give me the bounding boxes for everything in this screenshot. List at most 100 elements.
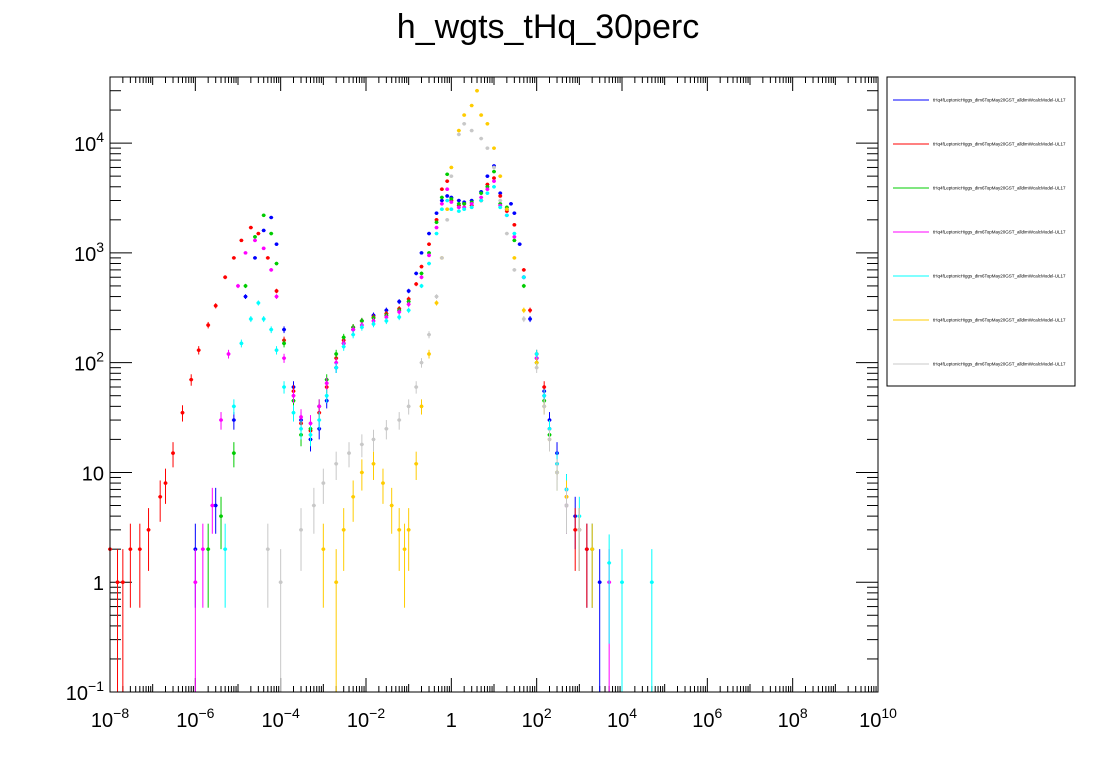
legend-label: tHq4fLeptonicHiggs_dim6TopMay20GST_alldi…: [933, 318, 1066, 323]
legend-label: tHq4fLeptonicHiggs_dim6TopMay20GST_alldi…: [933, 230, 1066, 235]
data-point: [445, 207, 449, 211]
data-point: [261, 317, 266, 321]
data-point: [371, 437, 376, 442]
data-point: [479, 191, 483, 195]
y-tick-label: 103: [74, 239, 104, 266]
data-point: [128, 547, 133, 551]
data-point: [210, 503, 215, 508]
data-point: [445, 187, 449, 192]
data-point: [449, 200, 454, 204]
data-point: [485, 146, 490, 150]
data-point: [445, 172, 449, 177]
data-point: [414, 271, 418, 276]
data-point: [253, 256, 257, 260]
data-point: [269, 231, 274, 236]
data-point: [434, 225, 439, 230]
data-point: [299, 415, 303, 419]
data-series: [206, 169, 595, 608]
legend-label: tHq4fLeptonicHiggs_dim6TopMay20GST_alldi…: [933, 98, 1066, 103]
data-point: [397, 418, 402, 422]
data-point: [534, 360, 539, 365]
legend-label: tHq4fLeptonicHiggs_dim6TopMay20GST_alldi…: [933, 274, 1066, 279]
data-point: [414, 282, 418, 286]
data-point: [505, 231, 509, 236]
data-point: [261, 246, 266, 251]
data-point: [384, 315, 389, 319]
data-point: [457, 205, 461, 210]
data-point: [334, 580, 338, 585]
data-point: [193, 580, 198, 585]
x-axis-tick-labels: 10−8 10−6 10−4 10−2 1 102 104 106 108 1010: [91, 705, 897, 732]
data-point: [334, 360, 338, 365]
data-point: [360, 470, 364, 475]
data-point: [528, 308, 532, 313]
data-point: [434, 301, 439, 305]
x-tick-label: 10−6: [176, 705, 214, 732]
data-point: [269, 215, 274, 220]
data-point: [498, 205, 503, 210]
data-point: [414, 461, 418, 466]
data-point: [239, 341, 244, 346]
data-point: [334, 461, 338, 466]
data-point: [223, 275, 227, 280]
data-point: [351, 332, 355, 337]
data-point: [457, 198, 461, 203]
data-point: [189, 377, 193, 382]
data-point: [479, 195, 483, 200]
data-point: [219, 418, 223, 422]
data-point: [249, 225, 253, 230]
data-point: [462, 113, 466, 117]
data-point: [462, 121, 466, 126]
data-point: [498, 174, 503, 178]
data-point: [180, 410, 185, 415]
data-point: [498, 191, 503, 195]
data-point: [384, 319, 389, 323]
data-point: [492, 169, 496, 174]
x-tick-label: 10−8: [91, 705, 129, 732]
data-point: [449, 207, 454, 211]
data-point: [249, 317, 253, 321]
data-point: [312, 503, 316, 508]
data-point: [341, 335, 346, 340]
data-point: [406, 528, 411, 532]
axis-ticks: [109, 76, 879, 693]
data-point: [274, 242, 279, 246]
data-point: [457, 132, 461, 137]
data-point: [308, 421, 313, 426]
x-tick-label: 10−4: [262, 705, 300, 732]
data-point: [445, 194, 449, 198]
data-point: [522, 308, 526, 313]
data-point: [324, 381, 329, 385]
data-point: [534, 365, 539, 370]
data-point: [427, 261, 431, 266]
data-point: [371, 322, 376, 326]
data-point: [206, 547, 210, 551]
data-point: [274, 348, 279, 352]
data-point: [291, 393, 296, 398]
data-point: [475, 88, 479, 93]
legend: tHq4fLeptonicHiggs_dim6TopMay20GST_alldi…: [886, 76, 1076, 387]
data-point: [223, 547, 227, 551]
data-point: [406, 297, 411, 301]
data-point: [528, 317, 532, 321]
data-point: [469, 205, 474, 210]
data-point: [158, 494, 162, 499]
data-series: [223, 184, 654, 692]
y-tick-label: 1: [93, 573, 104, 595]
data-point: [213, 303, 218, 308]
data-point: [492, 184, 496, 189]
data-point: [299, 528, 303, 532]
data-point: [512, 223, 517, 227]
data-point: [440, 201, 444, 206]
data-point: [522, 268, 526, 272]
data-point: [232, 418, 236, 422]
legend-label: tHq4fLeptonicHiggs_dim6TopMay20GST_alldi…: [933, 142, 1066, 147]
data-point: [347, 451, 351, 455]
y-tick-label: 102: [74, 349, 104, 376]
data-point: [334, 365, 338, 370]
data-point: [449, 165, 454, 170]
data-point: [498, 194, 503, 198]
legend-label: tHq4fLeptonicHiggs_dim6TopMay20GST_alldi…: [933, 362, 1066, 367]
data-point: [434, 220, 439, 225]
data-point: [434, 211, 439, 215]
